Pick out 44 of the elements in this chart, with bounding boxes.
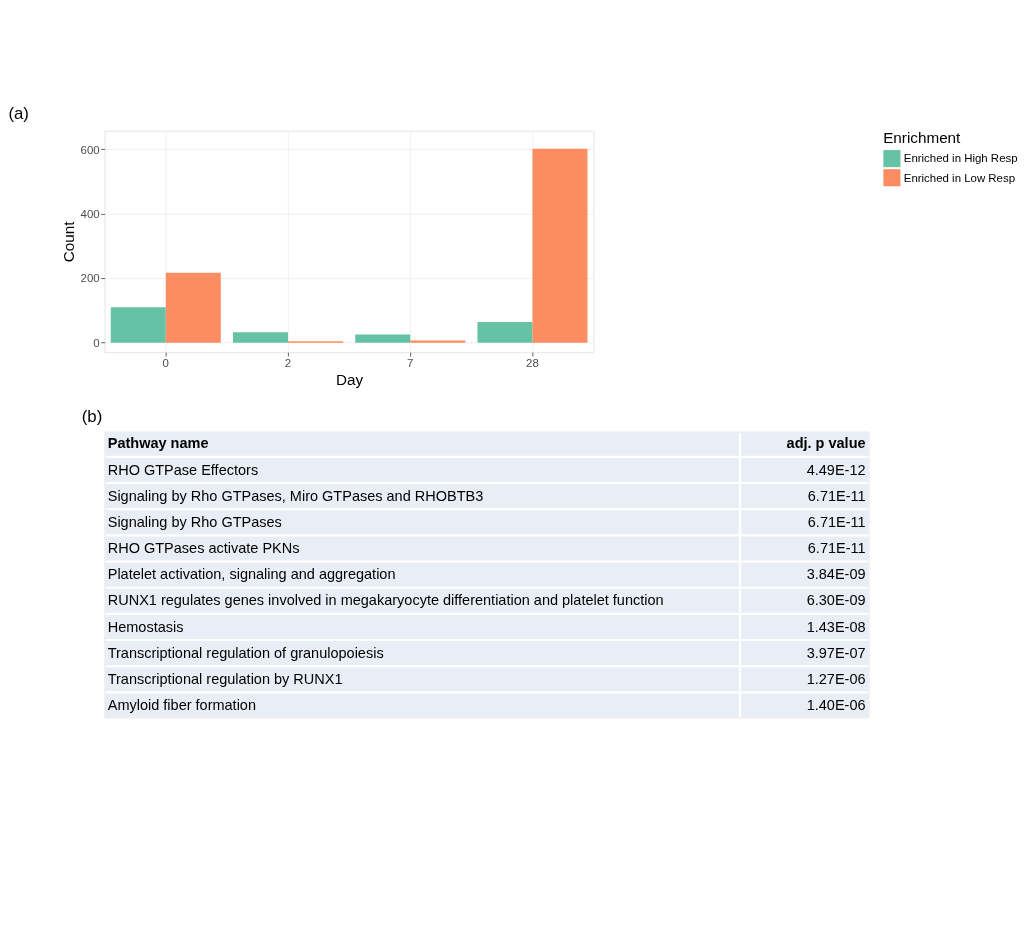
x-tick-label: 2 [284, 357, 292, 370]
text: 6.30E-09 [806, 592, 866, 609]
category-label: Signaling by Rho GTPases [107, 513, 282, 530]
text: 1.27E-06 [806, 670, 866, 687]
category-label: Amyloid fiber formation [107, 697, 256, 714]
text: Pathway name [107, 435, 209, 452]
category-label: RHO GTPase Effectors [107, 461, 259, 478]
bar [110, 307, 166, 343]
legend-label: Enriched in High Resp [903, 152, 1018, 165]
category-label: Transcriptional regulation by RUNX1 [107, 670, 343, 687]
x-tick-label: 28 [526, 357, 539, 370]
legend-title: Enrichment [883, 128, 962, 146]
text: 6.71E-11 [807, 540, 866, 557]
text: adj. p value [786, 435, 866, 452]
category-label: Transcriptional regulation of granulopoiesis [107, 644, 384, 661]
text: 6.71E-11 [807, 487, 866, 504]
text: 1.43E-08 [806, 618, 866, 635]
bar [410, 340, 466, 343]
x-tick-label: 0 [162, 357, 169, 370]
category-label: Hemostasis [107, 618, 184, 635]
bar [233, 332, 289, 343]
bar [532, 148, 588, 343]
y-tick-label: 600 [80, 143, 100, 156]
y-axis-title: Count [60, 220, 78, 263]
legend-label: Enriched in Low Resp [903, 171, 1016, 184]
y-tick-label: 0 [93, 336, 100, 349]
category-label: Platelet activation, signaling and aggregation [107, 566, 396, 583]
category-label: RUNX1 regulates genes involved in megakaryocyte differentiation and platelet function [107, 592, 664, 609]
chart-title: (a) [8, 104, 29, 124]
text: 4.49E-12 [806, 461, 866, 478]
text: 3.97E-07 [806, 644, 866, 661]
y-tick-label: 200 [80, 272, 100, 285]
x-tick-label: 7 [407, 357, 414, 370]
text: 6.71E-11 [807, 513, 866, 530]
text: (b) [81, 406, 103, 426]
category-label: RHO GTPases activate PKNs [107, 540, 300, 557]
text: 1.40E-06 [806, 697, 866, 714]
bar [477, 322, 533, 343]
x-axis-title: Day [335, 370, 364, 388]
text: 3.84E-09 [806, 566, 866, 583]
category-label: Signaling by Rho GTPases, Miro GTPases and RHOBTB3 [107, 487, 484, 504]
bar [165, 272, 221, 343]
bar [355, 334, 411, 343]
y-tick-label: 400 [80, 208, 100, 221]
